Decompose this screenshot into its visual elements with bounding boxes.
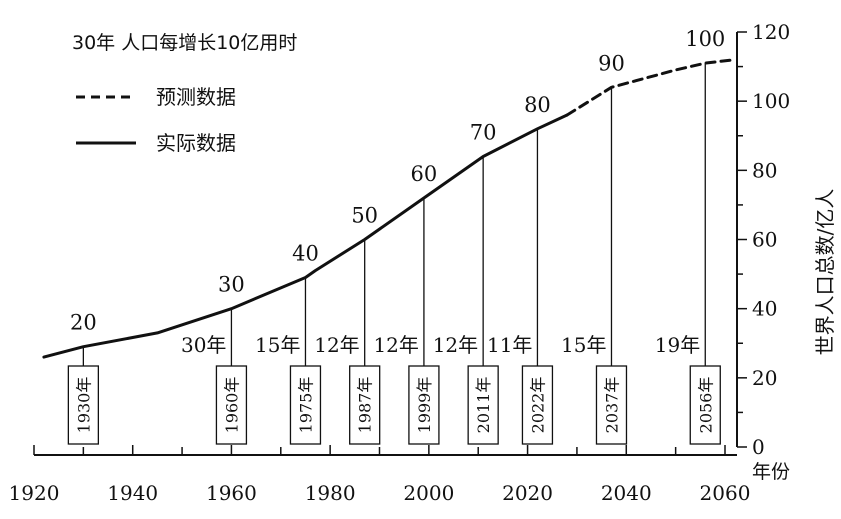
interval-label: 15年 (255, 333, 300, 357)
milestone-value-label: 40 (292, 242, 319, 266)
milestone-value-label: 100 (685, 27, 725, 51)
x-tick-label: 2000 (403, 481, 454, 505)
interval-label: 11年 (487, 333, 532, 357)
milestone-year-label: 1987年 (356, 377, 375, 434)
x-tick-label: 2060 (700, 481, 751, 505)
y-tick-label: 0 (752, 435, 765, 459)
milestone-year-box (595, 365, 628, 445)
interval-labels: 30年 15年 12年 12年 12年 11年 15年 19年 (181, 333, 700, 357)
interval-label: 15年 (561, 333, 606, 357)
milestone-year-box (521, 365, 554, 445)
milestone-value-label: 70 (470, 121, 497, 145)
x-tick-label: 1920 (9, 481, 60, 505)
legend: 预测数据 实际数据 (76, 85, 236, 155)
milestone-year-box (467, 365, 499, 445)
milestone-year-label: 1975年 (296, 377, 315, 434)
legend-label-forecast: 预测数据 (156, 85, 236, 109)
x-axis-label: 年份 (752, 461, 790, 483)
y-axis-label: 世界人口总数/亿人 (813, 189, 837, 356)
milestone-year-box (349, 365, 381, 445)
interval-label: 12年 (314, 333, 359, 357)
milestone-year-label: 1960年 (222, 377, 241, 434)
y-tick-label: 20 (752, 366, 777, 390)
milestone-year-label: 1930年 (74, 377, 93, 434)
milestone-value-label: 90 (598, 51, 625, 75)
series (42, 58, 737, 359)
y-axis: 0 20 40 60 80 100 120 (736, 20, 790, 459)
interval-label: 12年 (433, 333, 478, 357)
x-tick-label: 1980 (305, 481, 356, 505)
x-tick-label: 1940 (107, 481, 158, 505)
y-tick-label: 100 (752, 89, 790, 113)
milestone-year-box (67, 365, 100, 445)
milestone-year-box (215, 365, 248, 445)
y-tick-label: 60 (752, 228, 777, 252)
interval-label: 19年 (655, 333, 700, 357)
actual-line (42, 113, 569, 359)
x-tick-label: 2020 (502, 481, 553, 505)
forecast-line (565, 58, 737, 117)
legend-label-actual: 实际数据 (156, 131, 236, 155)
milestone-year-label: 2022年 (528, 377, 547, 434)
interval-label: 12年 (373, 333, 418, 357)
milestone-value-label: 50 (351, 204, 378, 228)
y-tick-label: 80 (752, 158, 777, 182)
milestone-value-label: 20 (70, 311, 97, 335)
x-tick-label: 2040 (601, 481, 652, 505)
y-tick-label: 40 (752, 297, 777, 321)
milestone-year-box (289, 365, 322, 445)
chart-title: 30年 人口每增长10亿用时 (72, 32, 297, 54)
milestone-value-label: 30 (218, 273, 245, 297)
y-tick-label: 120 (752, 20, 790, 44)
milestone-year-label: 2056年 (696, 377, 715, 434)
milestone-year-label: 2011年 (474, 377, 493, 434)
milestone-year-box (689, 365, 721, 445)
milestone-year-label: 2037年 (602, 377, 621, 434)
x-tick-label: 1960 (206, 481, 257, 505)
x-axis: 1920 1940 1960 1980 2000 2020 2040 2060 (9, 445, 751, 505)
milestone-value-label: 80 (524, 93, 551, 117)
milestones: 20 1930年 30 1960年 40 1975年 50 1987年 60 1999年 70 201… (67, 27, 725, 445)
interval-label: 30年 (181, 333, 226, 357)
milestone-value-label: 60 (411, 162, 438, 186)
milestone-year-box (408, 365, 440, 445)
milestone-year-label: 1999年 (415, 377, 434, 434)
